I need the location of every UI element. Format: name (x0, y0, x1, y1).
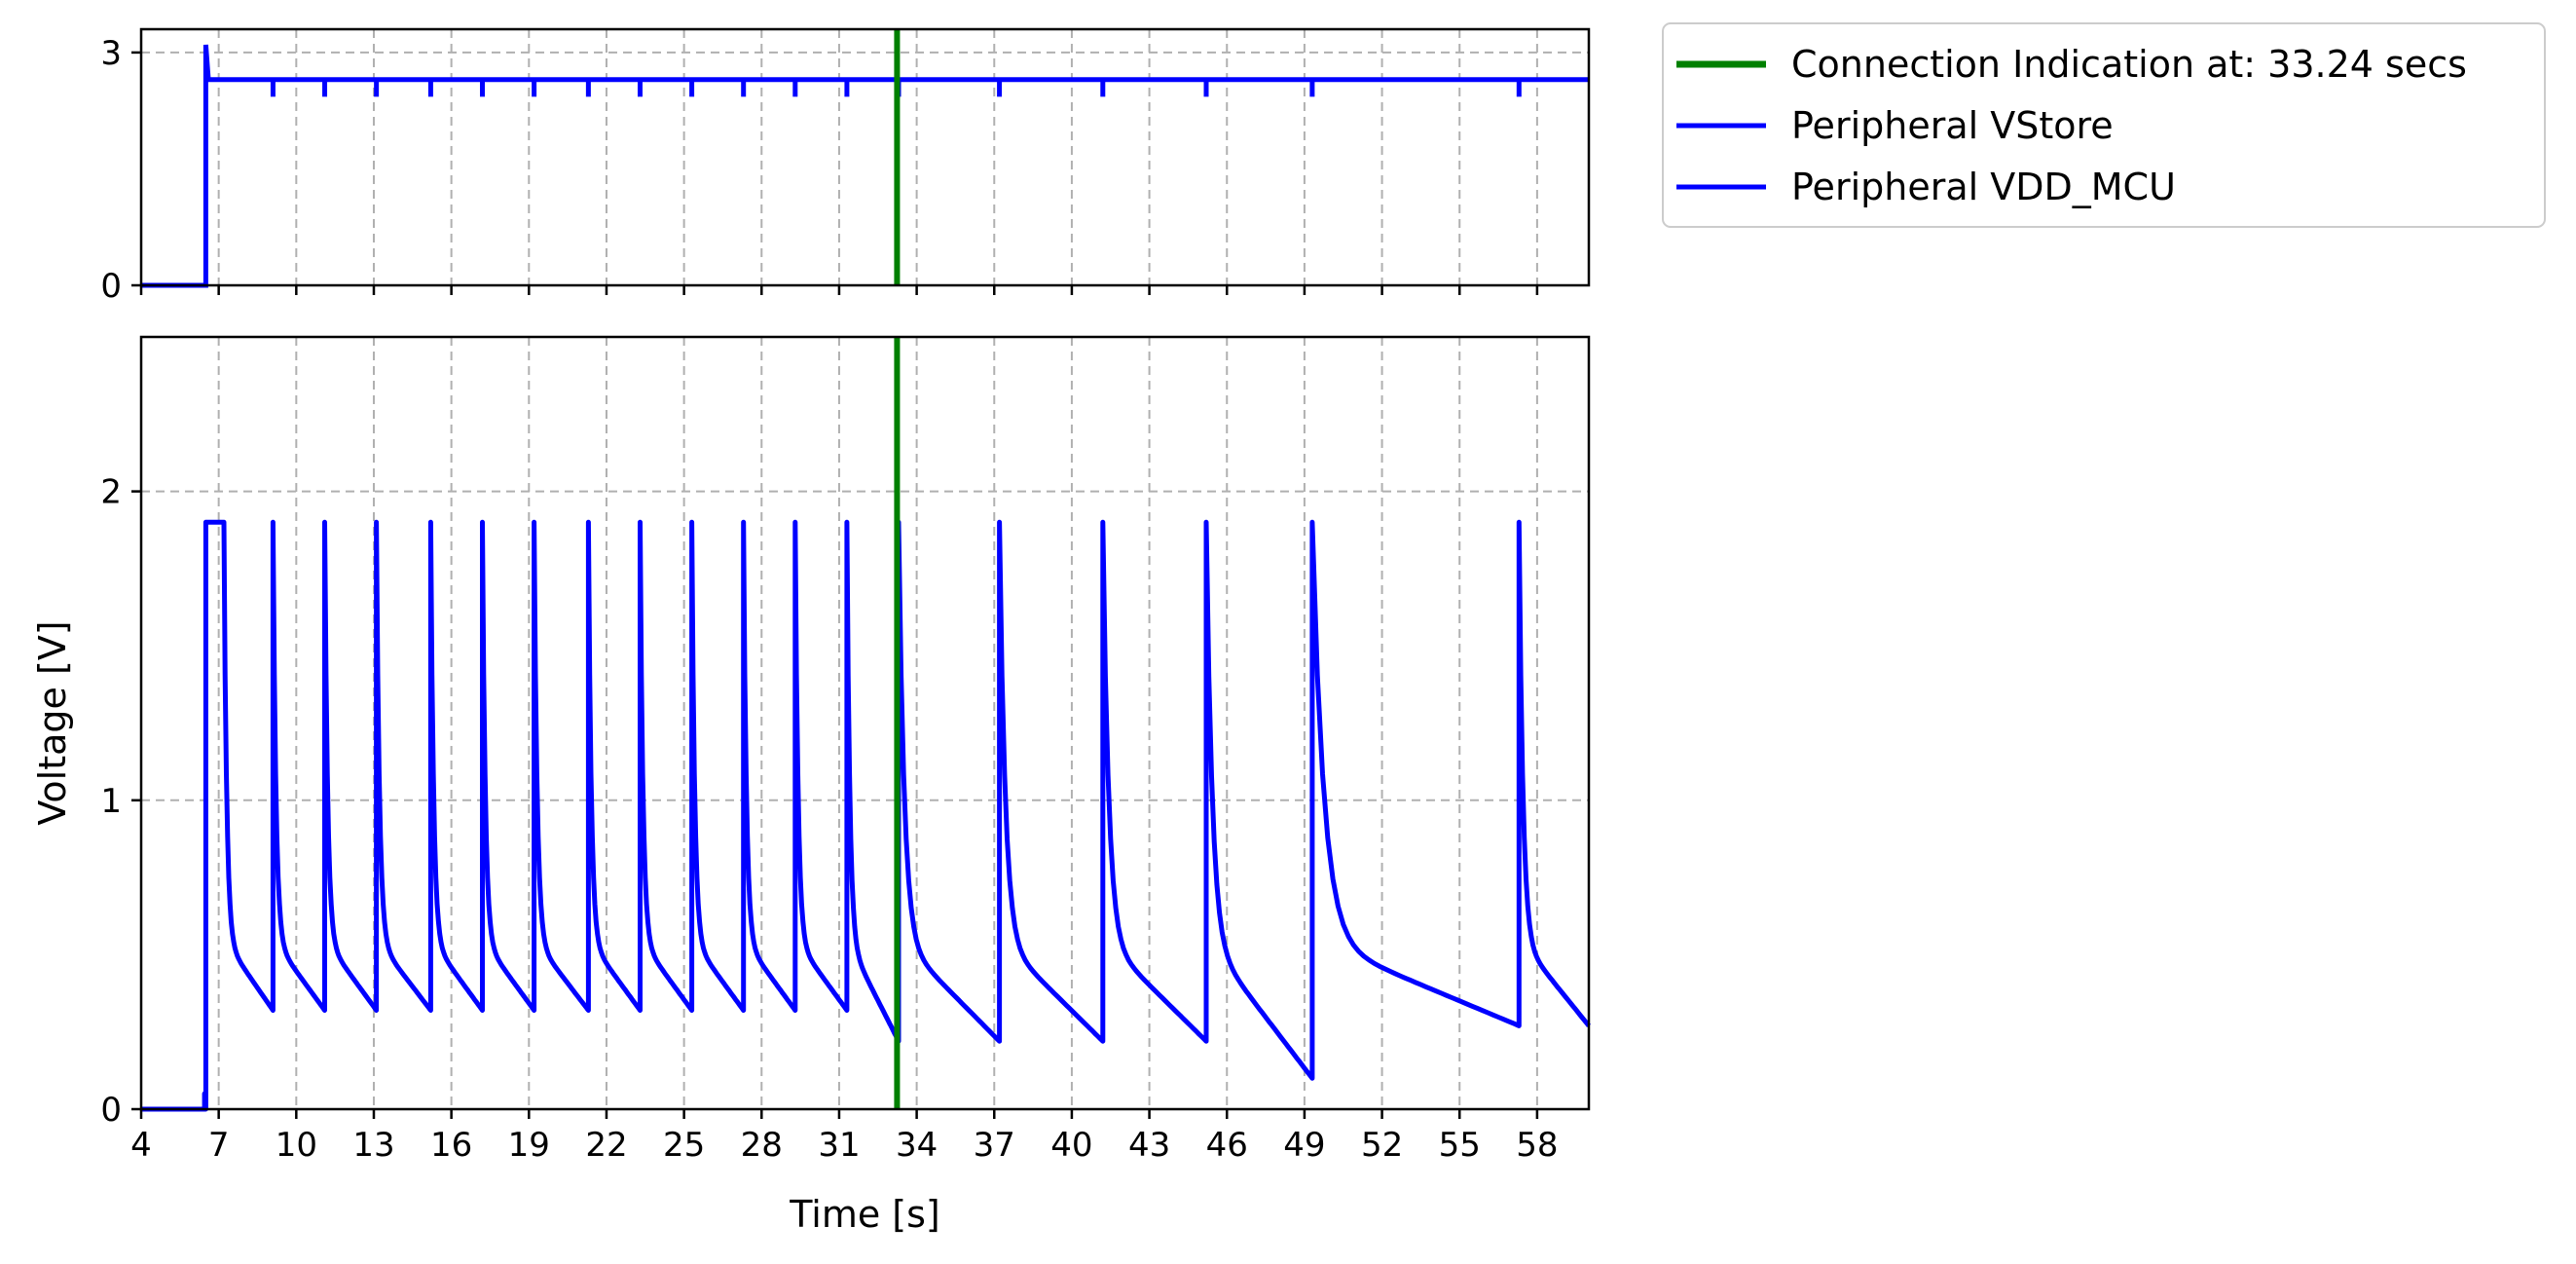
y-axis-label: Voltage [V] (31, 620, 74, 825)
x-tick-label: 16 (430, 1126, 472, 1165)
x-tick-label: 55 (1439, 1126, 1481, 1165)
x-tick-label: 22 (585, 1126, 627, 1165)
legend-label: Peripheral VDD_MCU (1791, 166, 2176, 208)
legend-label: Connection Indication at: 33.24 secs (1791, 43, 2467, 86)
x-tick-label: 34 (896, 1126, 938, 1165)
legend-entries: Connection Indication at: 33.24 secs Peri… (1676, 43, 2467, 208)
vdd-mcu-line (141, 519, 1591, 1112)
bot-y-tick-label: 2 (100, 473, 122, 512)
bottom-panel: 4 7 10 13 16 19 22 25 28 31 34 37 40 43 46 49 52 55 58 0 1 2 (100, 335, 1591, 1165)
top-series (141, 44, 1589, 288)
x-tick-label: 37 (974, 1126, 1015, 1165)
legend-box (1662, 22, 2546, 228)
top-grid (140, 29, 1589, 286)
x-tick-label: 7 (208, 1126, 230, 1165)
x-tick-label: 19 (508, 1126, 550, 1165)
bot-y-tick-label: 0 (100, 1091, 122, 1130)
legend-label: Peripheral VStore (1791, 104, 2114, 147)
x-tick-label: 52 (1361, 1126, 1403, 1165)
x-tick-label: 43 (1128, 1126, 1170, 1165)
top-frame (139, 27, 1591, 287)
x-tick-label: 40 (1050, 1126, 1092, 1165)
vstore-line (141, 44, 1589, 288)
x-tick-label: 10 (276, 1126, 317, 1165)
bot-y-tick-label: 1 (100, 782, 122, 821)
x-axis-label: Time [s] (789, 1193, 940, 1236)
x-tick-label: 13 (352, 1126, 394, 1165)
top-ticks: 03 (100, 34, 1539, 306)
top-y-tick-label: 3 (100, 34, 122, 73)
x-tick-label: 28 (741, 1126, 783, 1165)
x-tick-label: 31 (818, 1126, 860, 1165)
x-tick-label: 4 (130, 1126, 152, 1165)
legend: Connection Indication at: 33.24 secs Peri… (1662, 22, 2546, 228)
x-tick-label: 49 (1283, 1126, 1325, 1165)
x-tick-label: 25 (663, 1126, 705, 1165)
x-tick-label: 58 (1516, 1126, 1558, 1165)
bottom-grid (140, 337, 1589, 1110)
top-y-tick-label: 0 (100, 267, 122, 306)
bottom-frame (139, 335, 1591, 1111)
x-tick-label: 46 (1206, 1126, 1248, 1165)
top-panel: 03 (100, 27, 1591, 306)
bottom-series (141, 519, 1591, 1112)
bottom-ticks: 4 7 10 13 16 19 22 25 28 31 34 37 40 43 46 49 52 55 58 0 1 2 (100, 473, 1558, 1165)
